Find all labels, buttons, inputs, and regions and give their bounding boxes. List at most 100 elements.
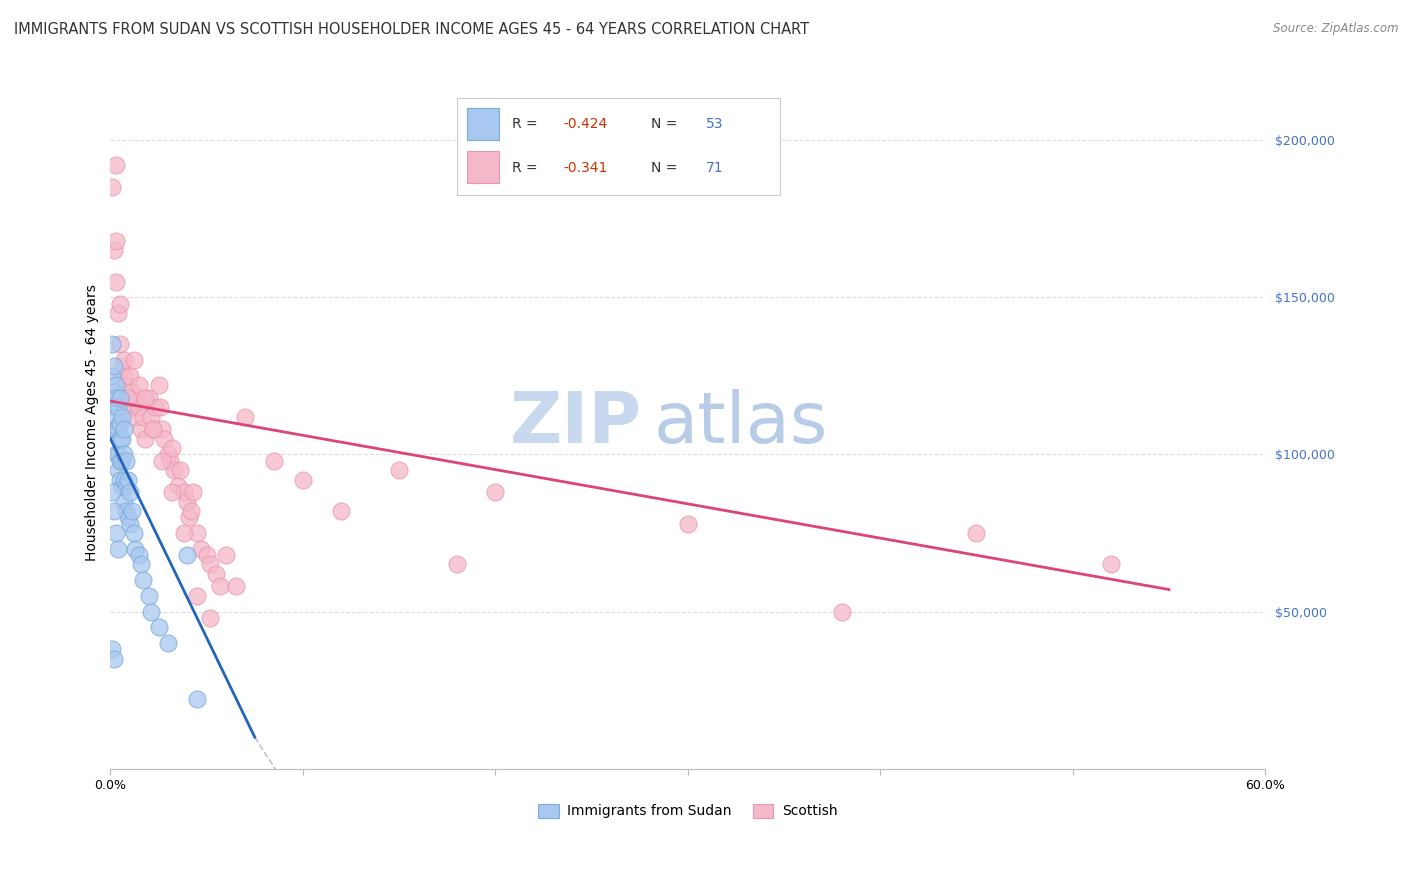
Point [107, 447, 129, 461]
Point [166, 479, 188, 493]
Point [209, 579, 232, 593]
Point [111, 359, 134, 374]
Point [148, 620, 170, 634]
Point [108, 296, 131, 310]
Text: ZIP: ZIP [509, 389, 641, 458]
Point [108, 416, 131, 430]
Point [101, 485, 124, 500]
Point [157, 447, 180, 461]
Point [105, 234, 128, 248]
Point [176, 548, 198, 562]
Point [128, 548, 150, 562]
Legend: Immigrants from Sudan, Scottish: Immigrants from Sudan, Scottish [533, 798, 844, 824]
Point [105, 275, 128, 289]
Point [118, 401, 141, 415]
Point [103, 244, 125, 258]
Point [132, 573, 155, 587]
Point [233, 409, 256, 424]
Point [107, 463, 129, 477]
Point [139, 605, 162, 619]
Point [122, 526, 145, 541]
Point [831, 605, 853, 619]
Point [200, 558, 222, 572]
Point [117, 473, 139, 487]
Point [112, 422, 135, 436]
Point [160, 485, 183, 500]
Point [127, 391, 149, 405]
Point [107, 306, 129, 320]
Point [108, 337, 131, 351]
Point [103, 401, 125, 415]
Point [111, 409, 134, 424]
Point [107, 401, 129, 415]
Point [105, 422, 128, 436]
Point [114, 479, 136, 493]
Point [129, 422, 152, 436]
Point [101, 180, 124, 194]
Point [105, 526, 128, 541]
Point [138, 589, 160, 603]
Point [118, 516, 141, 531]
Point [122, 353, 145, 368]
Point [173, 526, 195, 541]
Point [122, 401, 145, 415]
Point [132, 409, 155, 424]
Point [111, 454, 134, 468]
Point [263, 454, 285, 468]
Point [128, 378, 150, 392]
Point [186, 526, 208, 541]
Point [190, 541, 212, 556]
Point [114, 454, 136, 468]
Point [101, 368, 124, 383]
Point [124, 409, 146, 424]
Point [134, 432, 156, 446]
Point [108, 473, 131, 487]
Point [114, 378, 136, 392]
Point [112, 447, 135, 461]
Point [117, 391, 139, 405]
Point [107, 422, 129, 436]
Point [150, 422, 173, 436]
Point [103, 359, 125, 374]
Point [163, 463, 186, 477]
Point [173, 485, 195, 500]
Point [103, 504, 125, 518]
Point [142, 422, 165, 436]
Point [118, 485, 141, 500]
Point [108, 432, 131, 446]
Point [139, 409, 162, 424]
Point [1099, 558, 1122, 572]
Point [291, 473, 314, 487]
Point [484, 485, 506, 500]
Point [186, 589, 208, 603]
Point [205, 566, 228, 581]
Point [118, 368, 141, 383]
Point [966, 526, 988, 541]
Point [181, 485, 204, 500]
Point [103, 422, 125, 436]
Point [101, 337, 124, 351]
Point [103, 651, 125, 665]
Point [215, 548, 238, 562]
Point [105, 158, 128, 172]
Point [153, 432, 176, 446]
Point [105, 447, 128, 461]
Point [108, 454, 131, 468]
Point [105, 378, 128, 392]
Point [112, 368, 135, 383]
Point [676, 516, 699, 531]
Point [117, 510, 139, 524]
Point [111, 479, 134, 493]
Text: Source: ZipAtlas.com: Source: ZipAtlas.com [1274, 22, 1399, 36]
Point [112, 353, 135, 368]
Point [169, 463, 191, 477]
Point [121, 504, 143, 518]
Point [446, 558, 468, 572]
Point [150, 454, 173, 468]
Point [105, 391, 128, 405]
Point [179, 510, 201, 524]
Point [117, 391, 139, 405]
Point [121, 384, 143, 399]
Y-axis label: Householder Income Ages 45 - 64 years: Householder Income Ages 45 - 64 years [86, 285, 100, 561]
Point [103, 384, 125, 399]
